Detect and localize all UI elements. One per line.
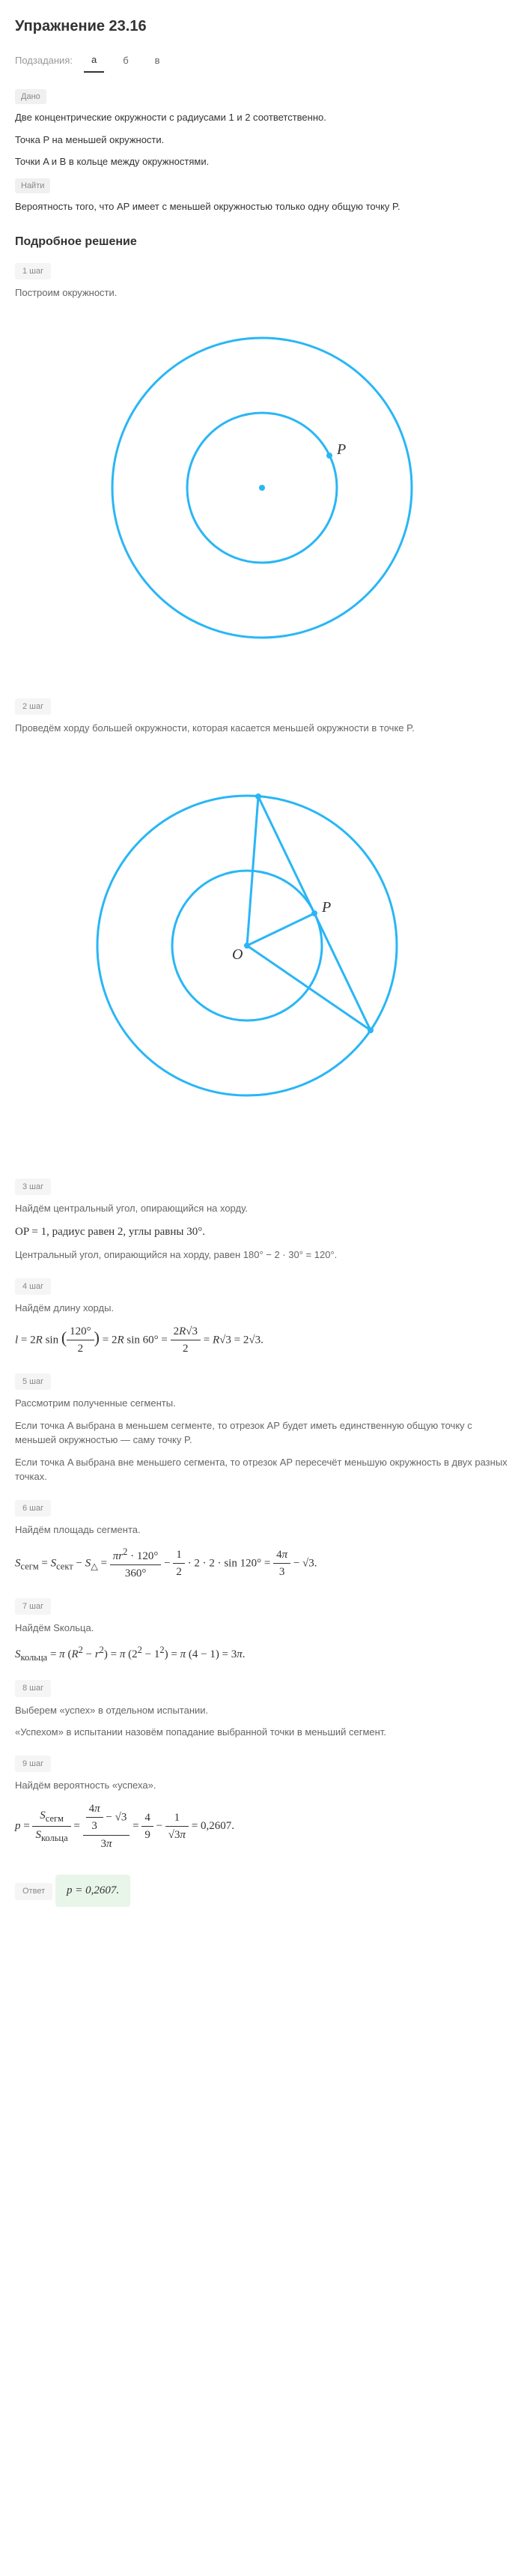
diagram-2: P O <box>15 758 509 1133</box>
exercise-title: Упражнение 23.16 <box>15 15 509 37</box>
step-text: Если точка A выбрана вне меньшего сегмен… <box>15 1455 509 1484</box>
step-7: 7 шаг Найдём Sкольца. Sкольца = π (R2 − … <box>15 1597 509 1665</box>
answer-badge: Ответ <box>15 1883 52 1900</box>
step-badge: 4 шаг <box>15 1278 51 1295</box>
svg-text:P: P <box>321 899 331 916</box>
answer-box: p = 0,2607. <box>55 1875 130 1907</box>
given-badge: Дано <box>15 89 46 105</box>
step-badge: 1 шаг <box>15 263 51 280</box>
answer-text: p = 0,2607. <box>67 1884 119 1896</box>
tab-b[interactable]: б <box>115 49 135 72</box>
step-text: Найдём Sкольца. <box>15 1621 509 1636</box>
find-text: Вероятность того, что AP имеет с меньшей… <box>15 199 509 214</box>
solution-title: Подробное решение <box>15 233 509 251</box>
step-text: Найдём вероятность «успеха». <box>15 1778 509 1793</box>
step-6: 6 шаг Найдём площадь сегмента. Sсегм = S… <box>15 1499 509 1582</box>
tab-v[interactable]: в <box>147 49 168 72</box>
step-badge: 3 шаг <box>15 1179 51 1196</box>
given-line: Точки A и B в кольце между окружностями. <box>15 154 509 169</box>
given-line: Точка P на меньшей окружности. <box>15 133 509 148</box>
step-badge: 5 шаг <box>15 1373 51 1391</box>
step-2: 2 шаг Проведём хорду большей окружности,… <box>15 698 509 1133</box>
step-text: Построим окружности. <box>15 285 509 300</box>
svg-text:O: O <box>232 946 243 963</box>
step-8: 8 шаг Выберем «успех» в отдельном испыта… <box>15 1679 509 1740</box>
step-5: 5 шаг Рассмотрим полученные сегменты. Ес… <box>15 1373 509 1484</box>
step-text: «Успехом» в испытании назовём попадание … <box>15 1725 509 1740</box>
step-badge: 9 шаг <box>15 1756 51 1773</box>
math-formula: p = SсегмSкольца = 4π3 − √3 3π = 49 − 1√… <box>15 1801 509 1853</box>
step-text: Найдём площадь сегмента. <box>15 1523 509 1538</box>
step-badge: 2 шаг <box>15 698 51 716</box>
svg-text:P: P <box>336 441 346 458</box>
step-9: 9 шаг Найдём вероятность «успеха». p = S… <box>15 1755 509 1853</box>
step-1: 1 шаг Построим окружности. P <box>15 262 509 653</box>
diagram-1: P <box>15 323 509 653</box>
step-badge: 8 шаг <box>15 1680 51 1697</box>
subtasks-row: Подзадания: а б в <box>15 49 509 73</box>
math-line: OP = 1, радиус равен 2, углы равны 30°. <box>15 1224 509 1241</box>
subtasks-label: Подзадания: <box>15 53 73 68</box>
given-line: Две концентрические окружности с радиуса… <box>15 110 509 125</box>
tab-a[interactable]: а <box>84 49 104 73</box>
step-text: Найдём центральный угол, опирающийся на … <box>15 1201 509 1216</box>
step-text: Найдём длину хорды. <box>15 1301 509 1316</box>
step-text: Если точка A выбрана в меньшем сегменте,… <box>15 1418 509 1448</box>
step-4: 4 шаг Найдём длину хорды. l = 2R sin (12… <box>15 1278 509 1358</box>
given-block: Дано Две концентрические окружности с ра… <box>15 88 509 214</box>
step-text: Проведём хорду большей окружности, котор… <box>15 721 509 736</box>
step-text: Центральный угол, опирающийся на хорду, … <box>15 1248 509 1263</box>
math-formula: Sсегм = Sсект − S△ = πr2 · 120°360° − 12… <box>15 1545 509 1582</box>
step-badge: 6 шаг <box>15 1500 51 1517</box>
math-formula: Sкольца = π (R2 − r2) = π (22 − 12) = π … <box>15 1643 509 1665</box>
find-badge: Найти <box>15 178 50 194</box>
math-formula: l = 2R sin (120°2) = 2R sin 60° = 2R√32 … <box>15 1323 509 1358</box>
step-badge: 7 шаг <box>15 1598 51 1615</box>
step-text: Выберем «успех» в отдельном испытании. <box>15 1703 509 1718</box>
step-text: Рассмотрим полученные сегменты. <box>15 1396 509 1411</box>
answer-block: Ответ p = 0,2607. <box>15 1867 509 1907</box>
step-3: 3 шаг Найдём центральный угол, опирающий… <box>15 1178 509 1263</box>
